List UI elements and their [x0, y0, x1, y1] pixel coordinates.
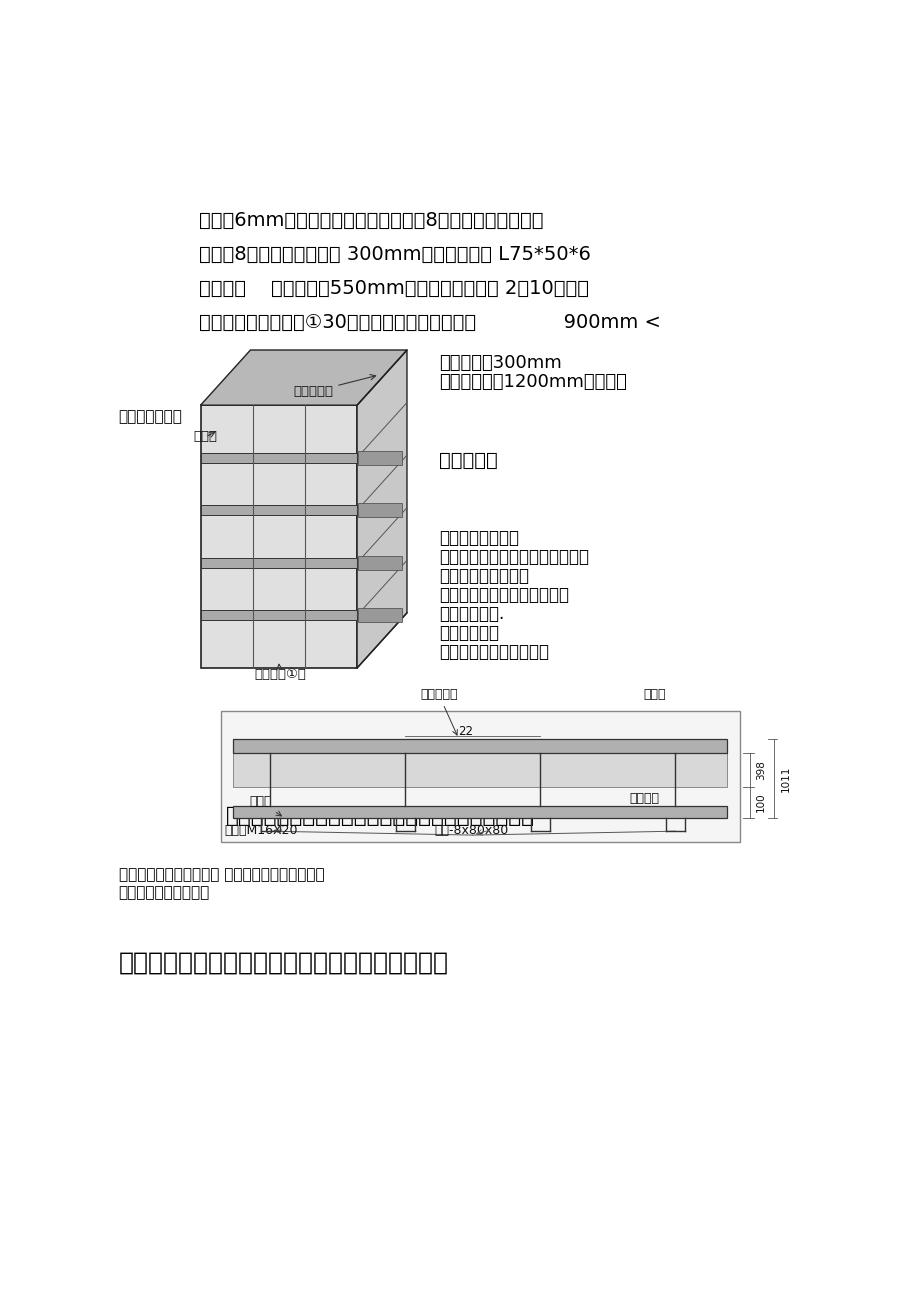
Text: 最小间距为300mm: 最小间距为300mm — [439, 354, 562, 373]
Text: 标准件。即完成拆撞。: 标准件。即完成拆撞。 — [119, 885, 210, 900]
Bar — [200, 506, 357, 516]
Bar — [200, 558, 357, 568]
Text: 進件连接，挞后用小背楞画过小勾: 進件连接，挞后用小背楞画过小勾 — [439, 547, 589, 566]
Text: 子母口搭接: 子母口搭接 — [420, 688, 457, 735]
Text: 模板面板穿墙孔直径①30，穿墙孔水平间距一般为              900mm <: 模板面板穿墙孔直径①30，穿墙孔水平间距一般为 900mm < — [199, 313, 660, 332]
Text: 板使用6mm热轧平钢板，四周边框为〈8，内部纵肋（通长）: 板使用6mm热轧平钢板，四周边框为〈8，内部纵肋（通长） — [199, 211, 543, 229]
Text: 模板背楞: 模板背楞 — [629, 792, 658, 805]
Polygon shape — [357, 351, 406, 668]
Bar — [358, 609, 402, 623]
Text: 够问题，故不足部分需与顶板混凝土同时进行浇筑: 够问题，故不足部分需与顶板混凝土同时进行浇筑 — [119, 951, 448, 975]
Bar — [233, 753, 726, 787]
Bar — [200, 611, 357, 620]
Bar — [358, 503, 402, 517]
Bar — [233, 807, 726, 818]
Text: 大模板: 大模板 — [642, 688, 665, 701]
Polygon shape — [200, 351, 406, 405]
Text: 先将两块槎板用标: 先将两块槎板用标 — [439, 529, 519, 546]
Bar — [221, 711, 739, 842]
Bar — [358, 556, 402, 569]
Text: 设见下图：: 设见下图： — [439, 451, 497, 470]
Text: 松开、摘下小勾拴和小背 楞，松开复槽边柱孔上的: 松开、摘下小勾拴和小背 楞，松开复槽边柱孔上的 — [119, 866, 323, 882]
Text: 小钩栓M16X20: 小钩栓M16X20 — [224, 823, 297, 837]
Text: 模板折模时：: 模板折模时： — [439, 624, 499, 642]
Text: 驴橇板连接时：: 驴橇板连接时： — [119, 409, 182, 425]
Text: 的角钢，    中心间距为550mm左右，水平背楞为 2〈10槽钢，: 的角钢， 中心间距为550mm左右，水平背楞为 2〈10槽钢， — [199, 279, 588, 298]
Text: 犬模板: 犬模板 — [193, 430, 217, 443]
Text: 小背楞伽）: 小背楞伽） — [293, 374, 375, 399]
Text: 使用〈8槽钢，中心间距为 300mm。内部横肋为 L75*50*6: 使用〈8槽钢，中心间距为 300mm。内部横肋为 L75*50*6 — [199, 245, 590, 263]
Text: 22: 22 — [458, 724, 472, 737]
Bar — [200, 405, 357, 668]
Bar — [233, 739, 726, 753]
Text: 模板背楞①皿: 模板背楞①皿 — [254, 665, 306, 681]
Text: ，最大间距为1200mm。墙模支: ，最大间距为1200mm。墙模支 — [439, 373, 627, 391]
Text: 将小背楞上小勾拴用鸭卑: 将小背楞上小勾拴用鸭卑 — [439, 642, 549, 661]
Bar — [200, 452, 357, 463]
Text: 垫片-8x80x80: 垫片-8x80x80 — [434, 823, 508, 837]
Text: 接在一起。基作用是保证组桶: 接在一起。基作用是保证组桶 — [439, 586, 569, 603]
Text: 考虑本工程层高不一致，标准定型大钢模板存在高度不: 考虑本工程层高不一致，标准定型大钢模板存在高度不 — [225, 805, 534, 826]
Text: 100: 100 — [755, 792, 766, 812]
Bar — [358, 451, 402, 465]
Text: 398: 398 — [755, 760, 766, 779]
Text: 橹标的平整度.: 橹标的平整度. — [439, 605, 505, 623]
Text: 拴把小背楞利橹板连: 拴把小背楞利橹板连 — [439, 567, 528, 585]
Text: 1011: 1011 — [780, 765, 790, 791]
Text: 小背楞: 小背楞 — [249, 795, 281, 816]
